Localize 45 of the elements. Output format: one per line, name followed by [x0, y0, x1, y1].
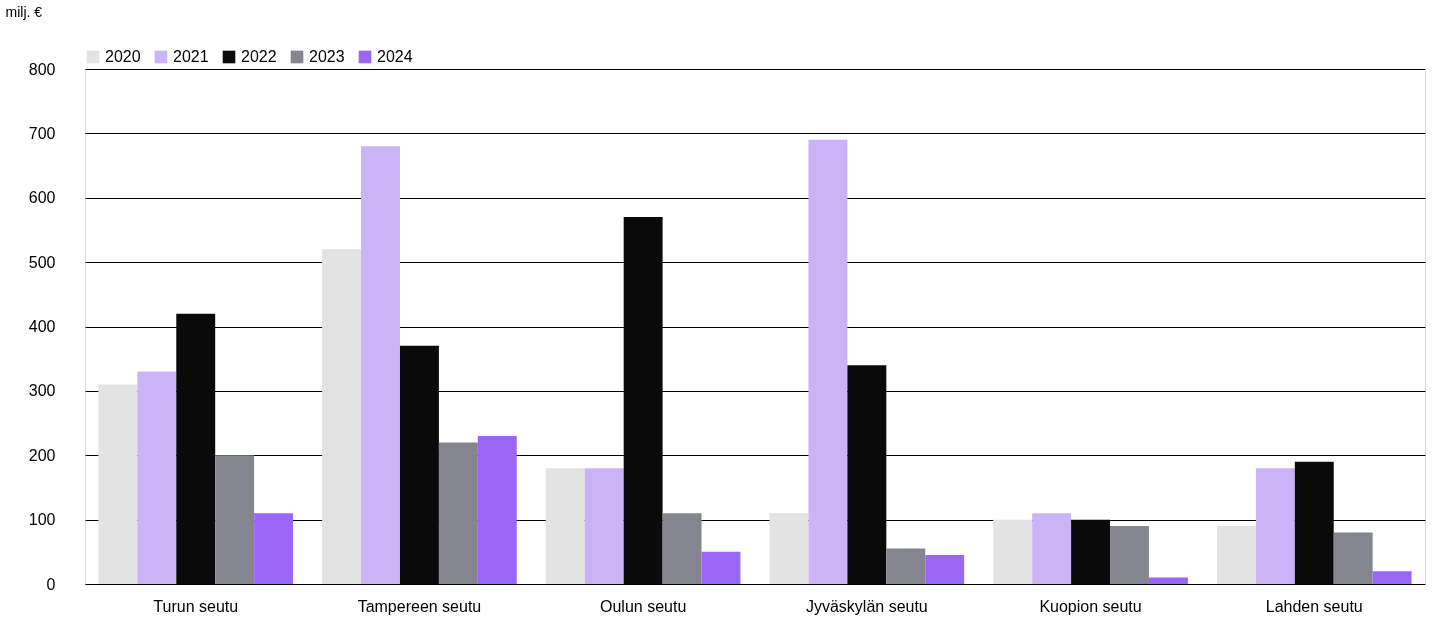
bar	[1032, 513, 1072, 584]
bar	[322, 249, 362, 584]
x-tick-label: Turun seutu	[153, 597, 239, 615]
bar	[254, 513, 294, 584]
bar	[477, 435, 517, 584]
bar	[701, 551, 741, 584]
legend-label: 2022	[241, 48, 277, 65]
y-tick-label: 0	[46, 575, 56, 593]
bar	[886, 548, 926, 584]
bar	[1216, 526, 1256, 584]
y-tick-label: 400	[28, 318, 56, 335]
legend-label: 2023	[309, 48, 345, 65]
x-tick-label: Tampereen seutu	[357, 597, 482, 615]
bar	[1110, 526, 1149, 584]
bar	[215, 455, 255, 584]
x-tick-label: Lahden seutu	[1265, 597, 1363, 615]
bar	[925, 555, 965, 584]
bar	[993, 519, 1033, 584]
legend-label: 2021	[173, 48, 209, 65]
bar	[545, 468, 585, 584]
y-tick-label: 200	[28, 446, 56, 464]
y-axis-title: milj. €	[5, 3, 43, 20]
legend-label: 2020	[105, 48, 141, 65]
y-tick-label: 300	[28, 382, 56, 400]
y-tick-label: 100	[28, 511, 56, 529]
bar	[361, 146, 400, 584]
bar	[808, 139, 848, 584]
bar	[1372, 571, 1412, 584]
x-tick-label: Oulun seutu	[600, 597, 687, 615]
bar	[137, 371, 177, 584]
bar	[584, 468, 624, 584]
y-tick-label: 500	[28, 253, 56, 271]
legend-label: 2024	[377, 48, 413, 65]
bar	[1255, 468, 1295, 584]
y-tick-label: 800	[28, 60, 56, 78]
x-tick-label: Jyväskylän seutu	[805, 597, 928, 615]
y-tick-label: 600	[28, 189, 56, 207]
bar	[438, 442, 478, 584]
y-tick-label: 700	[28, 124, 56, 142]
bar	[662, 513, 702, 584]
x-tick-label: Kuopion seutu	[1039, 597, 1142, 615]
bar	[98, 384, 138, 584]
bar	[1333, 532, 1373, 584]
bar	[769, 513, 809, 584]
bar	[1148, 577, 1188, 584]
